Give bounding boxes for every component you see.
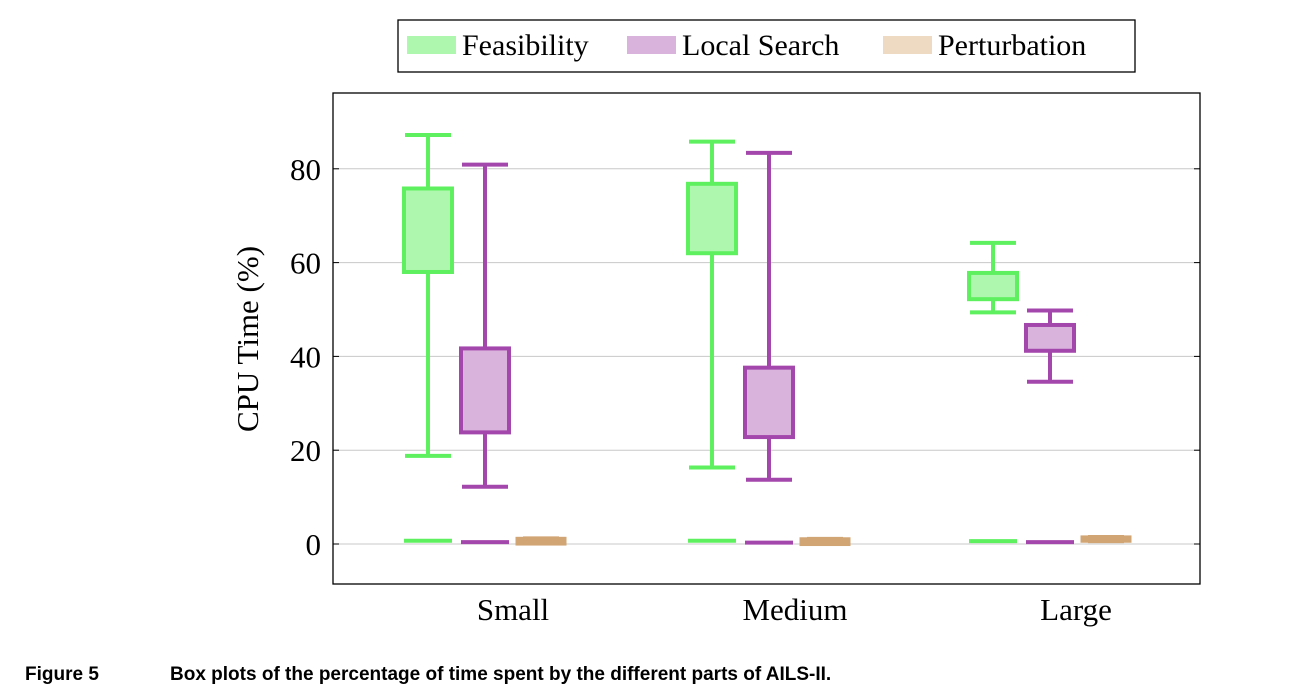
legend-swatch bbox=[883, 36, 932, 54]
series-local-search bbox=[459, 150, 1076, 545]
box-large bbox=[967, 240, 1019, 544]
box-medium bbox=[743, 150, 795, 545]
plot-frame bbox=[332, 92, 1201, 585]
y-tick-label: 20 bbox=[290, 433, 321, 468]
box-small bbox=[515, 536, 567, 546]
y-tick-label: 80 bbox=[290, 152, 321, 187]
legend: Feasibility Local Search Perturbation bbox=[397, 19, 1136, 73]
legend-item-feasibility: Feasibility bbox=[407, 29, 589, 62]
box-body bbox=[459, 346, 511, 435]
figure-caption: Figure 5 Box plots of the percentage of t… bbox=[25, 664, 831, 686]
legend-label: Feasibility bbox=[462, 29, 589, 62]
box-small bbox=[402, 133, 454, 543]
box-series bbox=[402, 133, 1132, 547]
y-tick-label: 0 bbox=[306, 527, 322, 562]
box-body bbox=[1024, 322, 1076, 353]
box-body bbox=[743, 365, 795, 440]
box-large bbox=[1080, 534, 1132, 544]
box-medium bbox=[799, 536, 851, 547]
plot-area: 0 20 40 60 80 bbox=[290, 92, 1201, 585]
box-body bbox=[686, 181, 738, 256]
legend-label: Local Search bbox=[682, 29, 839, 62]
legend-swatch bbox=[407, 36, 456, 54]
legend-frame bbox=[397, 19, 1136, 73]
box-large bbox=[1024, 308, 1076, 545]
caption-text: Box plots of the percentage of time spen… bbox=[170, 664, 832, 685]
y-tick-label: 60 bbox=[290, 246, 321, 281]
x-category-label: Medium bbox=[742, 592, 847, 627]
x-axis-category-labels: Small Medium Large bbox=[477, 592, 1112, 627]
legend-item-local-search: Local Search bbox=[627, 29, 839, 62]
y-axis-label: CPU Time (%) bbox=[230, 246, 265, 432]
series-feasibility bbox=[402, 133, 1019, 544]
series-perturbation bbox=[515, 534, 1132, 547]
x-category-label: Large bbox=[1040, 592, 1112, 627]
y-tick-label: 40 bbox=[290, 339, 321, 374]
legend-item-perturbation: Perturbation bbox=[883, 29, 1086, 62]
box-medium bbox=[686, 139, 738, 543]
box-body bbox=[402, 186, 454, 274]
box-body bbox=[967, 270, 1019, 302]
legend-label: Perturbation bbox=[938, 29, 1086, 62]
caption-figure-number: Figure 5 bbox=[25, 664, 99, 685]
box-small bbox=[459, 162, 511, 545]
x-category-label: Small bbox=[477, 592, 549, 627]
legend-items: Feasibility Local Search Perturbation bbox=[407, 29, 1086, 62]
legend-swatch bbox=[627, 36, 676, 54]
y-axis-ticks: 0 20 40 60 80 bbox=[290, 152, 1200, 562]
